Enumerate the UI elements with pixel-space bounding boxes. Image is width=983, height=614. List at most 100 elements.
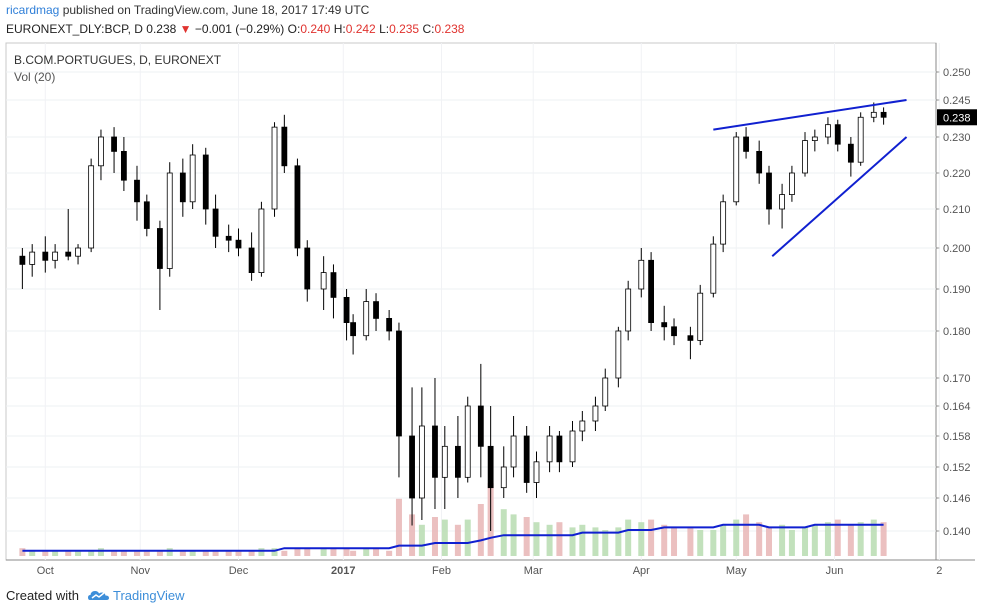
trendline-lower	[771, 136, 908, 257]
volume-bar	[143, 550, 150, 556]
volume-bar	[671, 527, 678, 556]
candle-body	[671, 326, 677, 337]
candle-body	[523, 435, 530, 483]
volume-bar	[386, 550, 393, 556]
candle-body	[857, 116, 864, 163]
volume-bar	[720, 524, 727, 556]
volume-bar	[880, 522, 887, 556]
y-tick-label: 0.140	[943, 526, 971, 538]
volume-bar	[602, 530, 609, 556]
x-tick-label: Oct	[37, 565, 54, 577]
candle-body	[487, 445, 494, 489]
author-name[interactable]: ricardmag	[6, 3, 60, 17]
candle-body	[811, 136, 818, 141]
candle-body	[258, 208, 265, 273]
candle-body	[281, 126, 288, 167]
candle-body	[304, 247, 311, 290]
candle-body	[546, 435, 553, 463]
candle-body	[569, 430, 576, 463]
candles	[19, 102, 887, 531]
volume-bar	[235, 550, 242, 556]
candle-body	[363, 301, 370, 337]
candle-body	[343, 296, 350, 323]
price-chart[interactable]: 0.250 0.245 0.230 0.220 0.210 0.200 0.190 0.180…	[0, 40, 983, 580]
x-tick-label: Apr	[633, 565, 650, 577]
volume-bar	[418, 524, 425, 556]
volume-bar	[281, 550, 288, 556]
candle-body	[464, 405, 471, 478]
candle-body	[29, 251, 36, 265]
volume-bar	[248, 550, 255, 556]
x-tick-label: Feb	[432, 565, 451, 577]
candle-body	[202, 154, 209, 210]
volume-bar	[65, 550, 72, 556]
ohlc-line: EURONEXT_DLY:BCP, D 0.238 ▼ −0.001 (−0.2…	[6, 22, 464, 36]
volume-bar	[271, 548, 278, 556]
candle-body	[88, 165, 95, 249]
y-tick-label: 0.180	[943, 326, 971, 338]
candle-body	[75, 247, 81, 257]
candle-body	[157, 228, 163, 269]
y-tick-label: 0.152	[943, 462, 971, 474]
price-change: −0.001 (−0.29%)	[194, 22, 285, 36]
candle-body	[134, 179, 140, 203]
volume-bar	[464, 519, 471, 556]
volume-bar	[533, 522, 540, 556]
volume-bar	[765, 527, 772, 556]
volume-bar	[88, 550, 95, 556]
volume-ma-line	[22, 523, 884, 552]
candle-body	[592, 405, 599, 422]
tradingview-brand[interactable]: TradingView	[112, 588, 185, 603]
volume-bar	[779, 524, 786, 556]
volume-bar	[857, 522, 864, 556]
x-tick-label: Mar	[524, 565, 543, 577]
y-tick-label: 0.245	[943, 95, 971, 107]
candle-body	[120, 151, 127, 181]
volume-bar	[431, 517, 438, 556]
candle-body	[847, 143, 854, 163]
x-tick-label: Dec	[229, 565, 249, 577]
candle-body	[350, 322, 357, 337]
candle-body	[396, 330, 402, 437]
volume-bar	[343, 548, 350, 556]
candle-body	[697, 292, 704, 341]
candle-body	[825, 124, 831, 138]
y-tick-label: 0.146	[943, 493, 971, 505]
last-price-label: 0.238	[943, 112, 971, 124]
volume-bar	[661, 524, 668, 556]
plot-area	[5, 42, 937, 561]
y-tick-label: 0.250	[943, 67, 971, 79]
volume-bar	[42, 550, 49, 556]
x-tick-label: 2017	[331, 565, 355, 577]
candle-body	[111, 136, 117, 152]
low-value: 0.235	[389, 22, 420, 36]
candle-body	[432, 425, 438, 478]
candle-body	[212, 208, 219, 237]
candle-body	[625, 288, 632, 332]
y-tick-label: 0.190	[943, 284, 971, 296]
candle-body	[179, 172, 186, 203]
volume-bar	[811, 524, 818, 556]
volume-bar	[648, 519, 655, 556]
candle-body	[386, 317, 393, 332]
volume-bar	[733, 519, 740, 556]
close-label: C:	[422, 22, 435, 36]
volume-bar	[225, 550, 232, 556]
volume-bar	[189, 550, 196, 556]
volume-bar	[166, 548, 173, 556]
volume-bar	[212, 550, 219, 556]
volume-bar	[133, 550, 140, 556]
candle-body	[500, 466, 507, 489]
candle-body	[52, 251, 59, 261]
candle-body	[271, 126, 278, 210]
volume-bar	[120, 550, 127, 556]
last-price: 0.238	[146, 22, 177, 36]
volume-bar	[350, 550, 357, 556]
volume-bar	[97, 548, 104, 556]
last-price-badge	[937, 109, 977, 126]
close-value: 0.238	[434, 22, 465, 36]
volume-bar	[625, 519, 632, 556]
candle-body	[579, 420, 586, 432]
volume-bar	[179, 550, 186, 556]
volume-bar	[19, 548, 26, 556]
